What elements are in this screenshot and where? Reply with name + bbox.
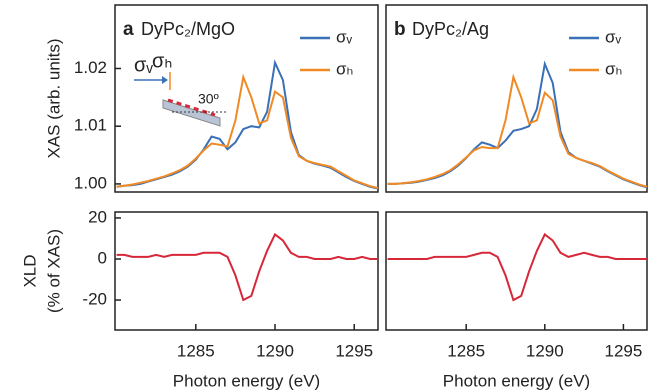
panel-title: DyPc₂/Ag bbox=[412, 19, 489, 39]
x-tick-label: 1285 bbox=[177, 341, 215, 360]
y-axis-label: (% of XAS) bbox=[44, 229, 63, 313]
panel-title: DyPc₂/MgO bbox=[141, 19, 235, 39]
plot-frame bbox=[385, 4, 648, 193]
x-tick-label: 1290 bbox=[526, 341, 564, 360]
legend-label: σᵥ bbox=[605, 27, 621, 46]
y-axis-label: XLD bbox=[20, 254, 39, 287]
data-line bbox=[387, 60, 648, 189]
inset-label: σᵥ bbox=[134, 54, 153, 76]
x-tick-label: 1290 bbox=[256, 341, 294, 360]
data-line bbox=[387, 232, 647, 302]
data-line bbox=[387, 73, 648, 188]
plot-frame bbox=[114, 4, 379, 193]
x-tick-label: 1295 bbox=[605, 341, 643, 360]
data-line bbox=[116, 59, 379, 190]
y-tick-label: 1.02 bbox=[74, 58, 107, 77]
data-line bbox=[116, 73, 379, 189]
x-tick-label: 1295 bbox=[335, 341, 373, 360]
inset-label: σₕ bbox=[152, 50, 172, 72]
y-axis-label: XAS (arb. units) bbox=[44, 39, 63, 159]
inset-angle: 30º bbox=[198, 91, 219, 107]
x-axis-label: Photon energy (eV) bbox=[173, 371, 320, 390]
y-tick-label: 1.00 bbox=[74, 173, 107, 192]
data-line bbox=[116, 232, 378, 302]
x-axis-label: Photon energy (eV) bbox=[443, 371, 590, 390]
inset-diagram bbox=[134, 72, 228, 127]
legend-label: σₕ bbox=[336, 59, 353, 78]
y-tick-label: 0 bbox=[98, 248, 107, 267]
plot-frame bbox=[114, 211, 379, 331]
y-tick-label: 1.01 bbox=[74, 116, 107, 135]
legend-label: σᵥ bbox=[336, 27, 352, 46]
y-tick-label: -20 bbox=[82, 290, 107, 309]
plot-frame bbox=[385, 211, 648, 331]
panel-label: a bbox=[123, 19, 134, 40]
legend-label: σₕ bbox=[605, 59, 622, 78]
panel-label: b bbox=[394, 19, 406, 40]
y-tick-label: 20 bbox=[88, 207, 107, 226]
x-tick-label: 1285 bbox=[447, 341, 485, 360]
